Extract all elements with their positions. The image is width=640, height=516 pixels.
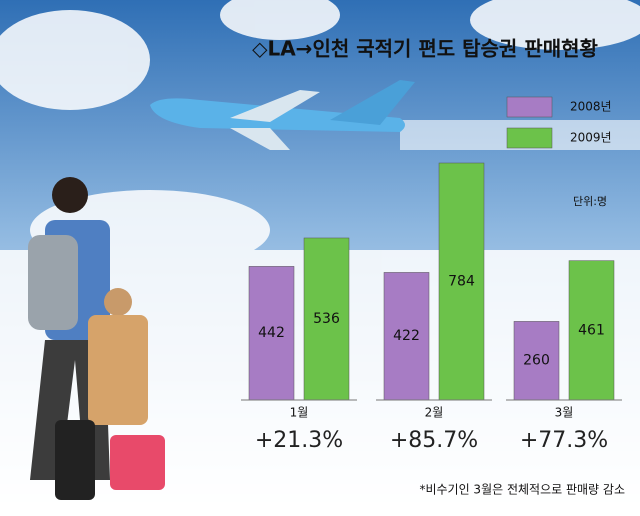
legend-label: 2008년 [570, 100, 612, 114]
legend-swatch [506, 96, 553, 118]
bar [383, 272, 430, 401]
bar [568, 260, 615, 401]
x-tick-label: 3월 [555, 406, 574, 420]
value-label: 422 [393, 328, 420, 344]
plot: 2008년 2009년 442 536 1월 +21.3% 422 784 2월 +85.7% 26… [241, 96, 622, 453]
change-label: +77.3% [520, 428, 608, 453]
airplane [150, 80, 415, 150]
chart-title: ◇LA→인천 국적기 편도 탑승권 판매현황 [252, 37, 598, 61]
value-label: 784 [448, 274, 475, 290]
bar [513, 321, 560, 401]
value-label: 536 [313, 311, 340, 327]
value-label: 461 [578, 322, 605, 338]
bar [303, 237, 350, 401]
legend-swatch [506, 127, 553, 149]
legend-label: 2009년 [570, 131, 612, 145]
value-label: 442 [258, 325, 285, 341]
x-tick-label: 1월 [290, 406, 309, 420]
bar [438, 162, 485, 401]
change-label: +85.7% [390, 428, 478, 453]
x-tick-label: 2월 [425, 406, 444, 420]
value-label: 260 [523, 353, 550, 369]
change-label: +21.3% [255, 428, 343, 453]
footnote: *비수기인 3월은 전체적으로 판매량 감소 [419, 483, 625, 497]
travelers [28, 177, 165, 500]
unit-label: 단위:명 [573, 195, 607, 208]
